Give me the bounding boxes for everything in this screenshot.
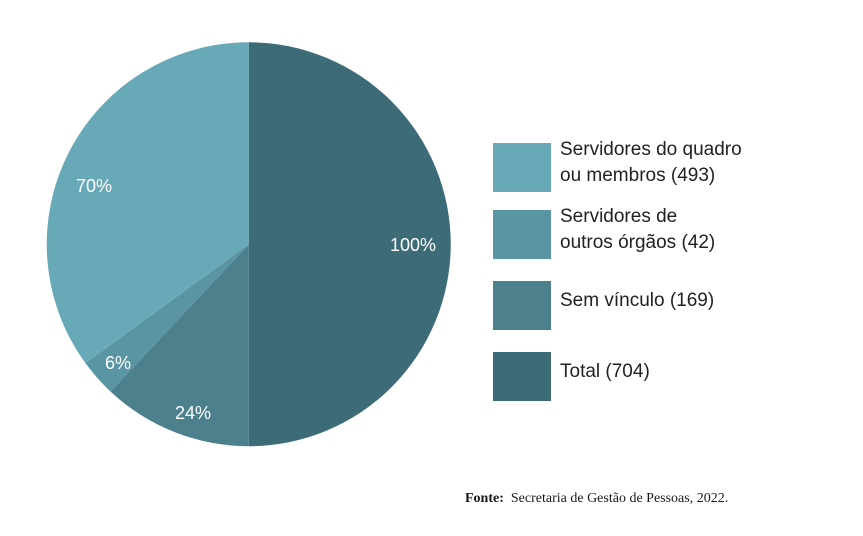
svg-text:100%: 100%: [390, 235, 436, 255]
svg-text:70%: 70%: [76, 176, 112, 196]
svg-text:6%: 6%: [105, 353, 131, 373]
svg-text:24%: 24%: [175, 403, 211, 423]
